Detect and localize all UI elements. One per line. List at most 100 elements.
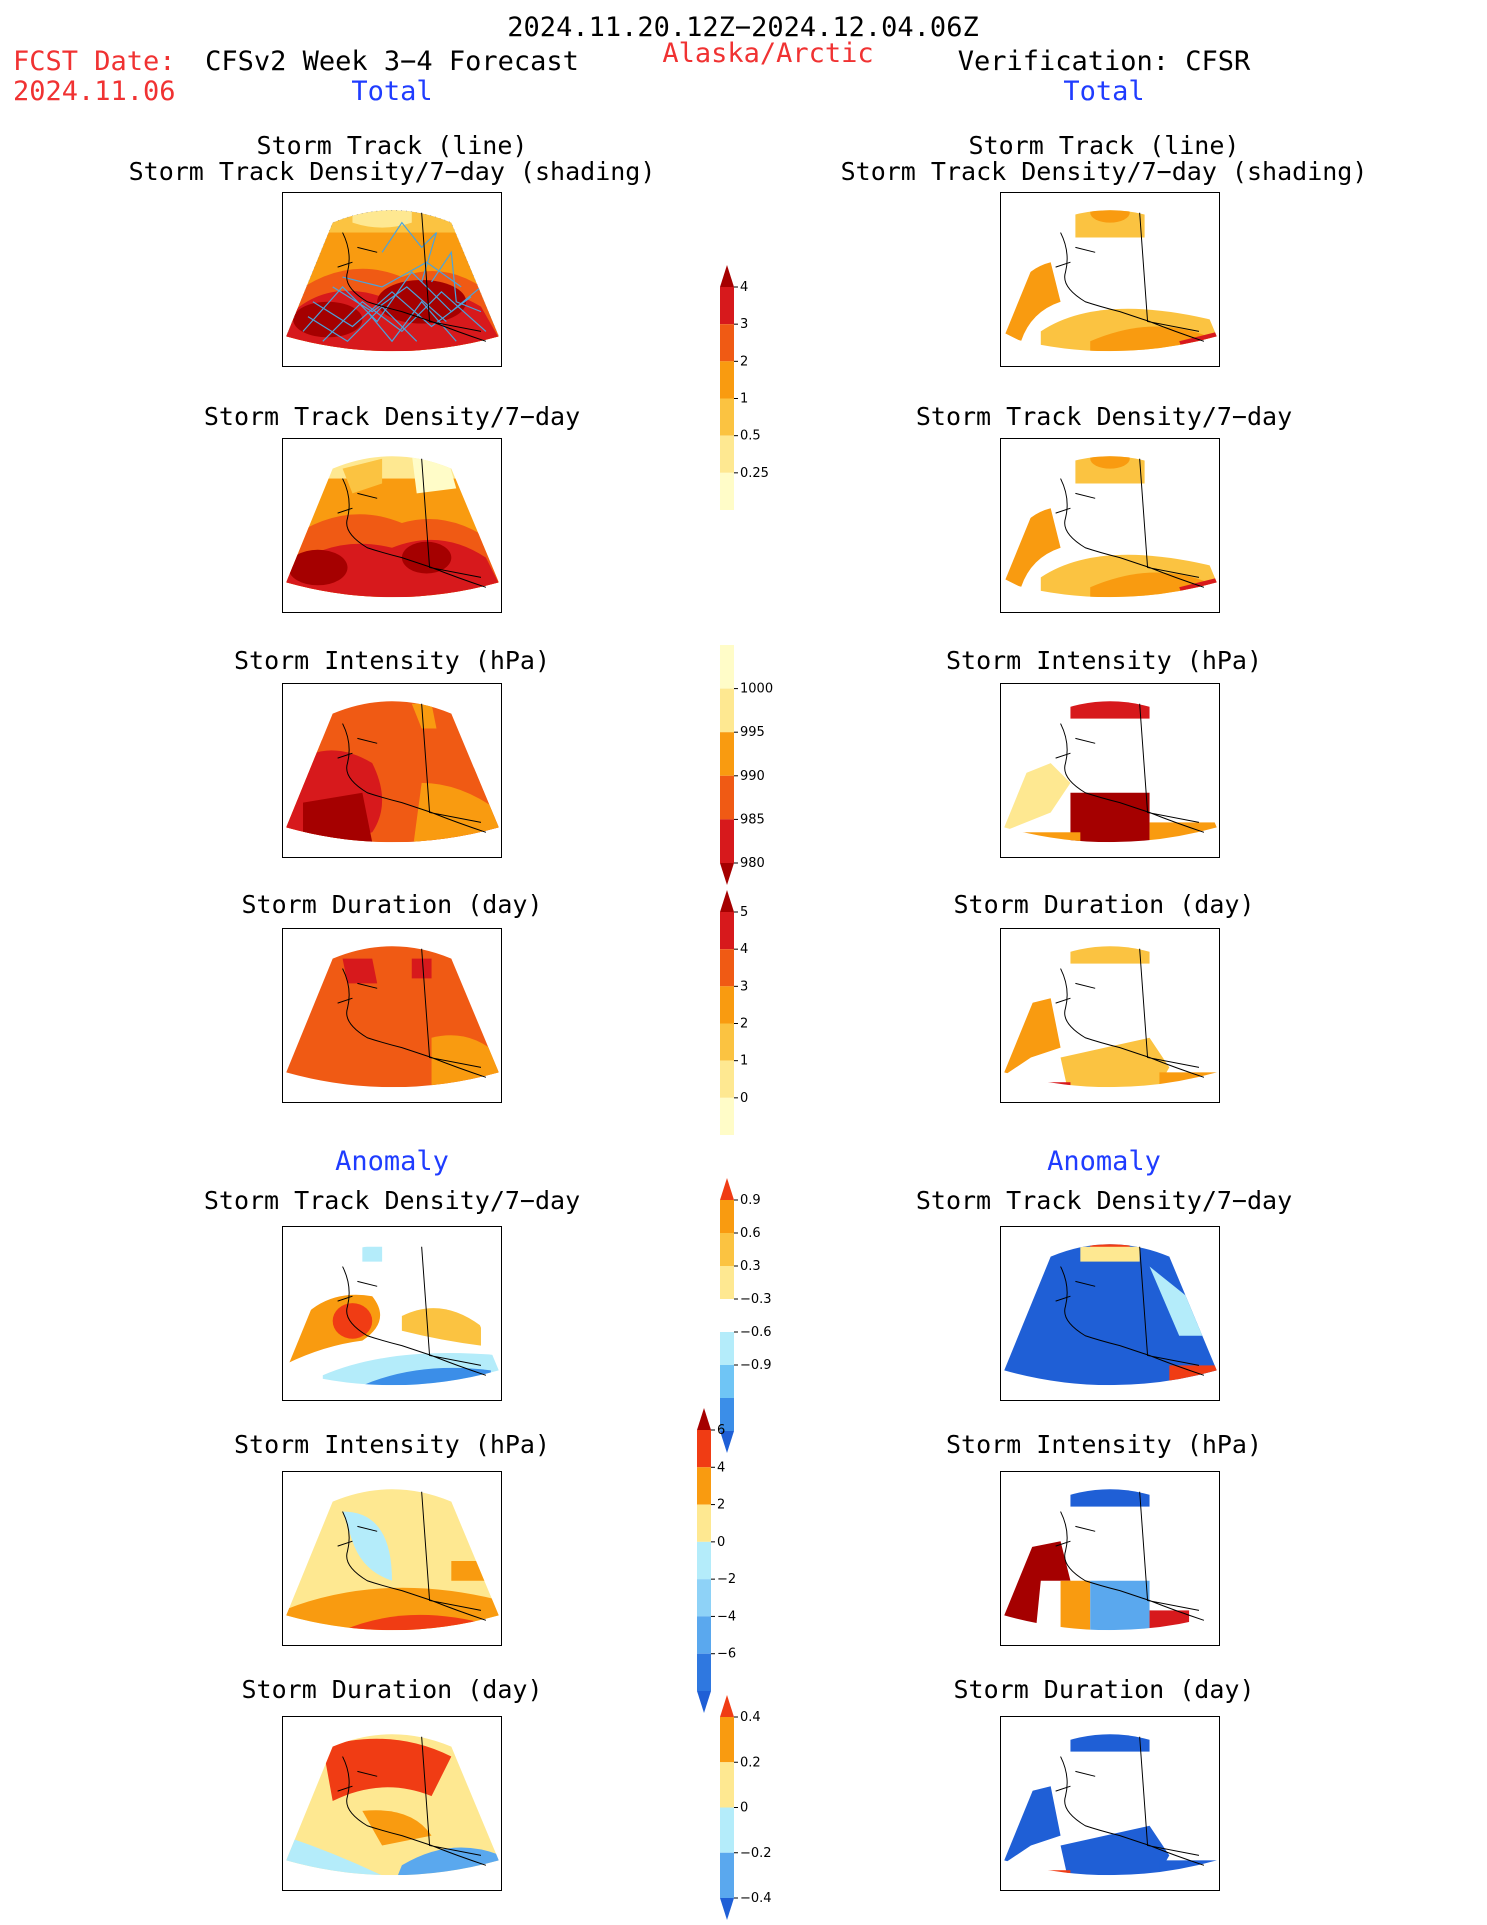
colorbar-segment bbox=[697, 1408, 711, 1430]
colorbar-tick-label: 4 bbox=[740, 280, 748, 295]
map-cfsr-storm-intensity bbox=[1000, 683, 1220, 858]
colorbar-segment bbox=[720, 1266, 734, 1299]
map-cfsr-track-density bbox=[1000, 438, 1220, 613]
colorbar-segment bbox=[697, 1653, 711, 1691]
left-anom-density-title: Storm Track Density/7−day bbox=[203, 1186, 581, 1215]
colorbar-tick-label: 0.9 bbox=[740, 1193, 761, 1208]
colorbar-segment bbox=[720, 1431, 734, 1453]
map-fcst-storm-track bbox=[282, 192, 502, 367]
colorbar-segment bbox=[697, 1467, 711, 1505]
total-label-left: Total bbox=[351, 76, 433, 107]
colorbar-anom-density: 0.9 0.6 0.3 −0.3 −0.6 −0.9 bbox=[720, 1178, 790, 1453]
colorbar-tick-label: 4 bbox=[717, 1460, 725, 1475]
colorbar-svg: 5 4 3 2 1 0 bbox=[720, 890, 748, 1135]
left-anom-duration-title: Storm Duration (day) bbox=[241, 1675, 543, 1704]
right-track-line-title: Storm Track (line) bbox=[968, 131, 1240, 160]
right-anom-density-title: Storm Track Density/7−day bbox=[915, 1186, 1293, 1215]
map-cfsr-anom-track-density bbox=[1000, 1226, 1220, 1401]
anomaly-label-right: Anomaly bbox=[1047, 1146, 1161, 1177]
colorbar-tick-label: 0 bbox=[740, 1091, 748, 1106]
colorbar-tick-label: 3 bbox=[740, 979, 748, 994]
colorbar-tick-label: 0 bbox=[740, 1801, 748, 1816]
colorbar-tick-label: 995 bbox=[740, 725, 765, 740]
colorbar-segment bbox=[720, 287, 734, 325]
forecast-period: 2024.11.20.12Z−2024.12.04.06Z bbox=[507, 12, 979, 43]
colorbar-segment bbox=[720, 361, 734, 399]
colorbar-duration: 5 4 3 2 1 0 bbox=[720, 890, 790, 1135]
map-cfsr-anom-storm-duration bbox=[1000, 1716, 1220, 1891]
colorbar-anom-duration: 0.4 0.2 0 −0.2 −0.4 bbox=[720, 1695, 790, 1920]
colorbar-segment bbox=[720, 1200, 734, 1233]
colorbar-segment bbox=[720, 1365, 734, 1398]
colorbar-segment bbox=[720, 688, 734, 733]
colorbar-tick-label: 1 bbox=[740, 1054, 748, 1069]
colorbar-segment bbox=[697, 1430, 711, 1468]
colorbar-tick-label: 990 bbox=[740, 769, 765, 784]
colorbar-tick-label: −4 bbox=[717, 1609, 736, 1624]
fcst-date-value: 2024.11.06 bbox=[13, 76, 176, 107]
map-cfsr-storm-duration bbox=[1000, 928, 1220, 1103]
colorbar-segment bbox=[720, 645, 734, 689]
colorbar-tick-label: 0 bbox=[717, 1535, 725, 1550]
colorbar-tick-label: 2 bbox=[740, 1017, 748, 1032]
colorbar-svg: 6 4 2 0 −2 −4 −6 bbox=[697, 1408, 736, 1713]
colorbar-tick-label: 1 bbox=[740, 392, 748, 407]
colorbar-segment bbox=[697, 1504, 711, 1542]
colorbar-tick-label: 3 bbox=[740, 317, 748, 332]
colorbar-tick-label: 4 bbox=[740, 942, 748, 957]
colorbar-segment bbox=[720, 1807, 734, 1853]
anomaly-label-left: Anomaly bbox=[335, 1146, 449, 1177]
left-track-shading-title: Storm Track Density/7−day (shading) bbox=[128, 157, 656, 186]
colorbar-segment bbox=[720, 1717, 734, 1763]
colorbar-svg: 0.9 0.6 0.3 −0.3 −0.6 −0.9 bbox=[720, 1178, 772, 1453]
map-fcst-storm-duration bbox=[282, 928, 502, 1103]
right-duration-title: Storm Duration (day) bbox=[953, 890, 1255, 919]
colorbar-svg: 4 3 2 1 0.5 0.25 bbox=[720, 265, 769, 510]
colorbar-segment bbox=[720, 1762, 734, 1808]
colorbar-tick-label: 980 bbox=[740, 856, 765, 871]
colorbar-tick-label: 0.3 bbox=[740, 1259, 761, 1274]
colorbar-tick-label: −0.4 bbox=[740, 1891, 772, 1906]
colorbar-segment bbox=[697, 1616, 711, 1654]
right-anom-duration-title: Storm Duration (day) bbox=[953, 1675, 1255, 1704]
colorbar-tick-label: 6 bbox=[717, 1423, 725, 1438]
colorbar-tick-label: 0.2 bbox=[740, 1755, 761, 1770]
colorbar-segment bbox=[720, 265, 734, 287]
colorbar-segment bbox=[720, 398, 734, 436]
map-fcst-anom-storm-duration bbox=[282, 1716, 502, 1891]
colorbar-segment bbox=[720, 472, 734, 510]
right-density-title: Storm Track Density/7−day bbox=[915, 402, 1293, 431]
colorbar-tick-label: 1000 bbox=[740, 682, 773, 697]
colorbar-segment bbox=[720, 1097, 734, 1135]
colorbar-segment bbox=[697, 1579, 711, 1617]
colorbar-segment bbox=[720, 1178, 734, 1200]
colorbar-tick-label: 985 bbox=[740, 812, 765, 827]
colorbar-segment bbox=[720, 819, 734, 863]
colorbar-segment bbox=[720, 890, 734, 912]
colorbar-segment bbox=[720, 732, 734, 776]
colorbar-segment bbox=[697, 1691, 711, 1713]
map-fcst-anom-storm-intensity bbox=[282, 1471, 502, 1646]
colorbar-tick-label: 0.4 bbox=[740, 1710, 761, 1725]
region-title: Alaska/Arctic bbox=[662, 38, 874, 69]
verification-title: Verification: CFSR bbox=[957, 46, 1251, 77]
left-intensity-title: Storm Intensity (hPa) bbox=[233, 646, 551, 675]
right-track-shading-title: Storm Track Density/7−day (shading) bbox=[840, 157, 1368, 186]
colorbar-tick-label: 0.5 bbox=[740, 429, 761, 444]
left-duration-title: Storm Duration (day) bbox=[241, 890, 543, 919]
colorbar-segment bbox=[720, 949, 734, 987]
colorbar-segment bbox=[720, 435, 734, 473]
map-fcst-track-density bbox=[282, 438, 502, 613]
left-anom-intensity-title: Storm Intensity (hPa) bbox=[233, 1430, 551, 1459]
colorbar-anom-intensity: 6 4 2 0 −2 −4 −6 bbox=[697, 1408, 767, 1713]
colorbar-tick-label: −0.9 bbox=[740, 1358, 772, 1373]
colorbar-tick-label: 0.25 bbox=[740, 466, 769, 481]
colorbar-intensity: 1000 995 990 985 980 bbox=[720, 645, 790, 885]
model-title: CFSv2 Week 3−4 Forecast bbox=[205, 46, 579, 77]
total-label-right: Total bbox=[1063, 76, 1145, 107]
colorbar-tick-label: −0.6 bbox=[740, 1325, 772, 1340]
colorbar-segment bbox=[720, 324, 734, 362]
colorbar-segment bbox=[720, 912, 734, 950]
colorbar-segment bbox=[720, 1023, 734, 1061]
colorbar-track-density: 4 3 2 1 0.5 0.25 bbox=[720, 265, 790, 510]
